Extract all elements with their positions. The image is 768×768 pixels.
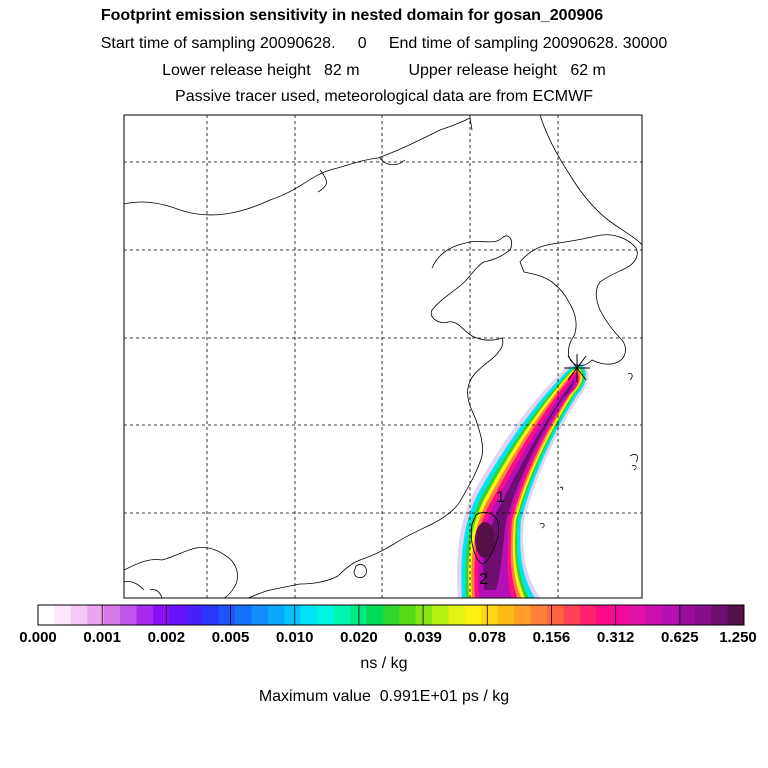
colorbar-segment: [54, 605, 72, 625]
colorbar-tick-label: 0.625: [661, 629, 699, 646]
colorbar-segment: [317, 605, 335, 625]
plot-title: Footprint emission sensitivity in nested…: [100, 7, 604, 24]
lat-lon-grid: [124, 115, 642, 598]
colorbar-segment: [218, 605, 236, 625]
colorbar-segment: [251, 605, 269, 625]
colorbar-segment: [464, 605, 482, 625]
colorbar-tick-label: 1.250: [719, 629, 757, 646]
colorbar-segment: [366, 605, 384, 625]
colorbar-segment: [152, 605, 170, 625]
colorbar-segment: [382, 605, 400, 625]
plume-band-core: [483, 380, 574, 590]
colorbar-segment: [448, 605, 466, 625]
colorbar-segment: [38, 605, 55, 625]
colorbar-segment: [530, 605, 548, 625]
colorbar-segment: [579, 605, 597, 625]
colorbar-segment: [514, 605, 532, 625]
colorbar-segment: [596, 605, 614, 625]
colorbar-segment: [629, 605, 646, 625]
colorbar-segment: [563, 605, 581, 625]
colorbar-segment: [349, 605, 367, 625]
colorbar-segment: [711, 605, 729, 625]
tracer-info-line: Passive tracer used, meteorological data…: [175, 88, 593, 105]
colorbar-tick-label: 0.312: [596, 629, 635, 646]
colorbar-segment: [267, 605, 285, 625]
colorbar-segment: [185, 605, 203, 625]
marker-1-label: 1: [496, 489, 505, 506]
map-frame: [123, 114, 643, 599]
colorbar-segment: [645, 605, 663, 625]
colorbar-tick-label: 0.020: [340, 629, 378, 646]
colorbar-segment: [333, 605, 351, 625]
colorbar-units: ns / kg: [360, 655, 408, 672]
colorbar-tick-label: 0.039: [404, 629, 442, 646]
colorbar-tick-label: 0.010: [275, 629, 314, 646]
colorbar-segment: [136, 605, 154, 625]
colorbar-segment: [612, 605, 630, 625]
colorbar-segment: [661, 605, 679, 625]
coastlines: [124, 115, 642, 598]
colorbar-segment: [120, 605, 138, 625]
colorbar-tick-label: 0.156: [532, 629, 571, 646]
colorbar-segment: [678, 605, 696, 625]
receptor-marker: [564, 354, 590, 382]
sampling-time-line: Start time of sampling 20090628. 0 End t…: [100, 35, 668, 52]
colorbar-segment: [169, 605, 187, 625]
colorbar-segment: [481, 605, 499, 625]
colorbar-tick-label: 0.000: [19, 629, 57, 646]
colorbar-segment: [70, 605, 88, 625]
colorbar-tick-label: 0.078: [468, 629, 507, 646]
colorbar-segment: [87, 605, 105, 625]
colorbar-tick-label: 0.001: [83, 629, 121, 646]
colorbar-segment: [202, 605, 220, 625]
colorbar-segment: [497, 605, 515, 625]
colorbar-segment: [546, 605, 564, 625]
release-height-line: Lower release height 82 m Upper release …: [162, 62, 606, 79]
colorbar-segment: [432, 605, 449, 625]
colorbar-segment: [300, 605, 318, 625]
colorbar: [37, 605, 745, 625]
colorbar-segment: [103, 605, 121, 625]
colorbar-frame: [37, 604, 745, 626]
colorbar-segment: [399, 605, 417, 625]
colorbar-segment: [694, 605, 712, 625]
plume-max-region: [475, 522, 495, 558]
colorbar-segment: [235, 605, 252, 625]
maximum-value-text: Maximum value 0.991E+01 ps / kg: [258, 688, 510, 705]
marker-2-label: 2: [479, 571, 488, 588]
colorbar-tick-label: 0.002: [147, 629, 186, 646]
colorbar-tick-label: 0.005: [211, 629, 250, 646]
colorbar-segment: [415, 605, 433, 625]
colorbar-segment: [284, 605, 302, 625]
colorbar-segment: [727, 605, 745, 625]
